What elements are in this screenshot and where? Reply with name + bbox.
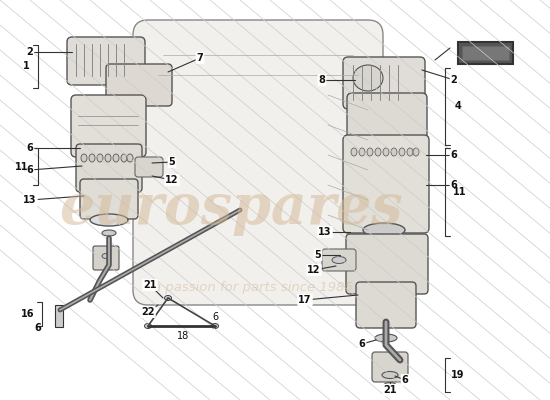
Text: 6: 6: [359, 339, 365, 349]
Ellipse shape: [121, 154, 127, 162]
Text: 5: 5: [315, 250, 321, 260]
Bar: [462, 46, 509, 60]
Text: 6: 6: [402, 375, 408, 385]
FancyBboxPatch shape: [67, 37, 145, 85]
Ellipse shape: [164, 296, 172, 300]
Ellipse shape: [367, 148, 373, 156]
Ellipse shape: [391, 148, 397, 156]
Text: 2: 2: [26, 47, 34, 57]
Ellipse shape: [212, 324, 218, 328]
Ellipse shape: [332, 256, 346, 264]
Text: 6: 6: [450, 180, 458, 190]
Ellipse shape: [383, 148, 389, 156]
Ellipse shape: [399, 148, 405, 156]
Text: 6: 6: [450, 150, 458, 160]
Text: 6: 6: [212, 312, 218, 322]
Text: 6: 6: [35, 323, 41, 333]
Ellipse shape: [105, 154, 111, 162]
FancyBboxPatch shape: [135, 157, 163, 177]
Text: 2: 2: [450, 75, 458, 85]
Text: 17: 17: [298, 295, 312, 305]
Text: 1: 1: [23, 61, 29, 71]
Ellipse shape: [127, 154, 133, 162]
Text: 12: 12: [165, 175, 179, 185]
Text: 11: 11: [15, 162, 29, 172]
Ellipse shape: [382, 372, 398, 378]
Text: 7: 7: [197, 53, 204, 63]
Ellipse shape: [407, 148, 413, 156]
Text: 6: 6: [26, 143, 34, 153]
Ellipse shape: [113, 154, 119, 162]
FancyBboxPatch shape: [372, 352, 408, 382]
FancyBboxPatch shape: [133, 20, 383, 305]
Ellipse shape: [363, 223, 405, 237]
Text: 21: 21: [143, 280, 157, 290]
FancyBboxPatch shape: [343, 57, 425, 109]
Text: 11: 11: [453, 187, 467, 197]
FancyBboxPatch shape: [106, 64, 172, 106]
Ellipse shape: [359, 148, 365, 156]
FancyBboxPatch shape: [93, 246, 119, 270]
FancyBboxPatch shape: [80, 179, 138, 219]
FancyBboxPatch shape: [347, 93, 427, 151]
Ellipse shape: [97, 154, 103, 162]
Text: 22: 22: [141, 307, 155, 317]
Text: 4: 4: [455, 101, 461, 111]
Bar: [55, 305, 63, 327]
FancyBboxPatch shape: [322, 249, 356, 271]
Ellipse shape: [353, 65, 383, 91]
Ellipse shape: [384, 382, 396, 388]
Text: 12: 12: [307, 265, 321, 275]
Bar: [458, 42, 513, 64]
Ellipse shape: [145, 324, 151, 328]
Ellipse shape: [351, 148, 357, 156]
Text: 16: 16: [21, 309, 35, 319]
Ellipse shape: [102, 230, 116, 236]
Ellipse shape: [375, 334, 397, 342]
Text: 13: 13: [23, 195, 37, 205]
Text: a passion for parts since 1985: a passion for parts since 1985: [153, 282, 353, 294]
Text: eurospares: eurospares: [59, 180, 403, 236]
Ellipse shape: [89, 154, 95, 162]
FancyBboxPatch shape: [356, 282, 416, 328]
Text: 21: 21: [383, 385, 397, 395]
Ellipse shape: [102, 254, 110, 258]
FancyBboxPatch shape: [76, 144, 142, 192]
Text: 6: 6: [26, 165, 34, 175]
FancyBboxPatch shape: [346, 234, 428, 294]
Text: 19: 19: [451, 370, 465, 380]
Text: 8: 8: [318, 75, 326, 85]
FancyBboxPatch shape: [343, 135, 429, 233]
Ellipse shape: [375, 148, 381, 156]
Text: 5: 5: [169, 157, 175, 167]
Ellipse shape: [90, 214, 128, 226]
Ellipse shape: [81, 154, 87, 162]
Text: 18: 18: [177, 331, 189, 341]
Text: 13: 13: [318, 227, 332, 237]
FancyBboxPatch shape: [71, 95, 146, 157]
Ellipse shape: [413, 148, 419, 156]
